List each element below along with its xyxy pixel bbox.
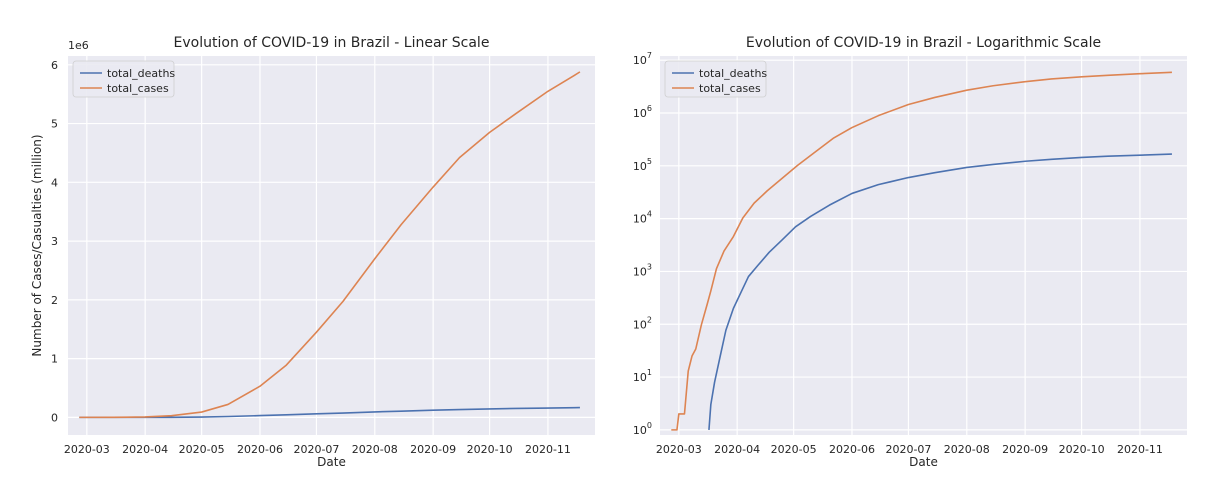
series-line-total-cases xyxy=(79,71,581,419)
y-tick-exponent: 5 xyxy=(647,157,652,166)
x-tick-label: 2020-07 xyxy=(293,443,339,456)
x-tick-label: 2020-03 xyxy=(656,443,702,456)
y-tick-label: 5 xyxy=(51,118,58,131)
y-tick-base: 10 xyxy=(633,318,647,331)
y-tick-label: 6 xyxy=(51,59,58,72)
y-axis-label: Number of Cases/Casualties (million) xyxy=(30,134,44,356)
x-tick-label: 2020-05 xyxy=(771,443,817,456)
x-tick-label: 2020-05 xyxy=(179,443,225,456)
x-tick-label: 2020-04 xyxy=(122,443,168,456)
x-tick-label: 2020-08 xyxy=(352,443,398,456)
y-tick-base: 10 xyxy=(633,371,647,384)
series-line-total-deaths xyxy=(79,406,580,419)
y-tick-label: 4 xyxy=(51,176,58,189)
legend-label: total_cases xyxy=(107,82,169,95)
y-tick-exponent: 1 xyxy=(647,368,652,377)
x-tick-label: 2020-04 xyxy=(714,443,760,456)
legend-label: total_deaths xyxy=(107,67,175,80)
y-tick-exponent: 3 xyxy=(647,262,652,271)
x-tick-label: 2020-11 xyxy=(1117,443,1163,456)
y-tick-exponent: 2 xyxy=(647,315,652,324)
y-tick-exponent: 4 xyxy=(647,210,652,219)
y-tick-label: 3 xyxy=(51,235,58,248)
x-tick-label: 2020-09 xyxy=(410,443,456,456)
y-tick-label: 2 xyxy=(51,294,58,307)
y-tick-label: 104 xyxy=(633,210,652,226)
y-tick-label: 1 xyxy=(51,353,58,366)
legend-label: total_deaths xyxy=(699,67,767,80)
y-tick-label: 102 xyxy=(633,315,652,331)
y-tick-label: 106 xyxy=(633,104,652,120)
series-line-total-deaths xyxy=(708,153,1172,430)
x-tick-label: 2020-10 xyxy=(467,443,513,456)
y-tick-label: 107 xyxy=(633,51,652,67)
series-line-total-cases xyxy=(671,71,1172,431)
x-tick-label: 2020-10 xyxy=(1059,443,1105,456)
x-tick-label: 2020-08 xyxy=(944,443,990,456)
chart-title: Evolution of COVID-19 in Brazil - Logari… xyxy=(746,35,1101,51)
x-tick-label: 2020-06 xyxy=(829,443,875,456)
legend: total_deaths total_cases xyxy=(664,60,767,98)
chart-1: 0 1 2 3 4 5 6 2020-03 2020-04 2020-05 2020-06 2020-… xyxy=(30,35,595,469)
y-tick-label: 100 xyxy=(633,421,652,437)
y-tick-base: 10 xyxy=(633,424,647,437)
y-tick-label: 101 xyxy=(633,368,652,384)
x-tick-label: 2020-07 xyxy=(885,443,931,456)
plot-area xyxy=(660,56,1187,435)
y-tick-label: 105 xyxy=(633,157,652,173)
x-tick-label: 2020-11 xyxy=(525,443,571,456)
y-tick-base: 10 xyxy=(633,213,647,226)
y-tick-exponent: 7 xyxy=(647,51,652,60)
y-tick-exponent: 6 xyxy=(647,104,652,113)
x-tick-label: 2020-03 xyxy=(64,443,110,456)
y-tick-base: 10 xyxy=(633,107,647,120)
y-tick-label: 103 xyxy=(633,262,652,278)
y-offset-label: 1e6 xyxy=(68,39,89,52)
y-tick-base: 10 xyxy=(633,160,647,173)
y-tick-exponent: 0 xyxy=(647,421,652,430)
legend: total_deaths total_cases xyxy=(72,60,175,98)
x-axis-label: Date xyxy=(317,455,346,469)
legend-label: total_cases xyxy=(699,82,761,95)
y-tick-label: 0 xyxy=(51,411,58,424)
y-tick-base: 10 xyxy=(633,265,647,278)
chart-title: Evolution of COVID-19 in Brazil - Linear… xyxy=(174,35,490,51)
y-tick-base: 10 xyxy=(633,54,647,67)
x-axis-label: Date xyxy=(909,455,938,469)
x-tick-label: 2020-09 xyxy=(1002,443,1048,456)
x-tick-label: 2020-06 xyxy=(237,443,283,456)
